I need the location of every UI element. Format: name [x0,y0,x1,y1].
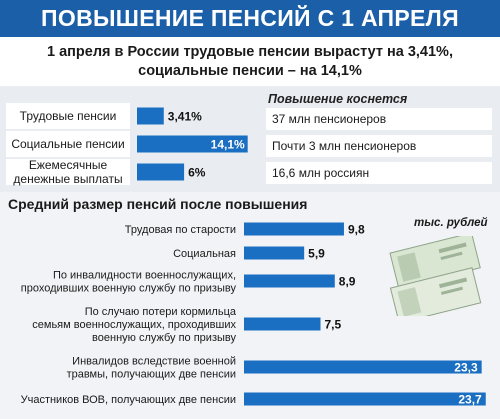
category-label: Участников ВОВ, получающих две пенсии [21,394,236,406]
category-label: проходивших военную службу по призыву [21,283,237,295]
data-label: 9,8 [348,223,365,237]
category-label: денежные выплаты [13,172,122,186]
data-label: 6% [188,166,206,180]
bar [137,163,185,181]
section-title: Средний размер пенсий после повышения [8,196,308,212]
affects-item: 16,6 млн россиян [266,162,492,184]
category-label: Инвалидов вследствие военной [72,356,236,368]
bar [137,107,164,125]
lead-line-2: социальные пенсии – на 14,1% [138,63,362,79]
bar [244,274,335,288]
category-label-bg [6,131,130,157]
lead-line-1: 1 апреля в России трудовые пенсии выраст… [47,44,453,60]
category-label: Социальная [173,248,236,260]
category-label: Ежемесячные [29,158,108,172]
category-label: Трудовая по старости [125,224,236,236]
data-label: 3,41% [168,110,202,124]
data-label: 23,7 [458,393,482,407]
unit-label: тыс. рублей [414,217,488,229]
affects-heading: Повышение коснется [268,92,408,106]
banknotes-illustration [389,236,482,316]
affects-item: 37 млн пенсионеров [266,108,492,130]
increase-chart: Трудовые пенсии Социальные пенсии Ежемесяч… [6,103,248,186]
page-title: ПОВЫШЕНИЕ ПЕНСИЙ С 1 АПРЕЛЯ [0,0,500,37]
affects-item: Почти 3 млн пенсионеров [266,135,492,157]
category-label: Социальные пенсии [11,137,124,151]
bar [244,360,482,374]
category-label-bg [6,159,130,185]
data-label: 8,9 [339,275,356,289]
category-label: травмы, получающих две пенсии [67,369,236,381]
category-label: Трудовые пенсии [20,109,117,123]
data-label: 5,9 [308,247,325,261]
category-label: военную службу по призыву [92,332,236,344]
category-label: семьям военнослужащих, проходивших [32,319,236,331]
data-label: 23,3 [454,361,478,375]
category-label: По инвалидности военнослужащих, [53,270,236,282]
lead-text: 1 апреля в России трудовые пенсии выраст… [6,39,494,85]
category-label-bg [6,103,130,129]
bar [244,392,486,406]
bar [244,222,344,236]
data-label: 14,1% [211,138,245,152]
bar [244,246,305,260]
pension-size-chart: Трудовая по старости Социальная По инвалид… [21,222,486,407]
data-label: 7,5 [325,318,342,332]
bar [244,317,321,331]
bar [137,135,248,153]
category-label: По случаю потери кормильца [85,306,237,318]
